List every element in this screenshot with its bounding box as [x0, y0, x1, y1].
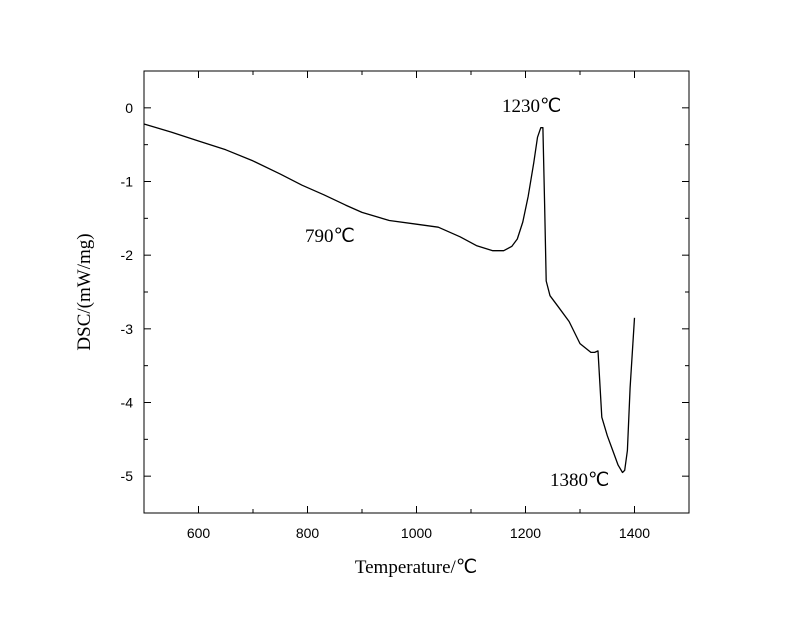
x-tick-label: 1000 [401, 525, 432, 541]
annotation-1230: 1230℃ [502, 96, 561, 117]
tick-labels: 600 800 1000 1200 1400 0 -1 -2 -3 -4 -5 [121, 100, 651, 541]
x-tick-label: 1400 [619, 525, 650, 541]
x-tick-label: 1200 [510, 525, 541, 541]
x-axis-title: Temperature/℃ [355, 557, 477, 578]
plot-frame [143, 70, 690, 514]
dsc-curve [143, 123, 636, 474]
y-tick-label: 0 [125, 100, 133, 116]
annotation-790: 790℃ [305, 226, 355, 247]
x-tick-label: 800 [296, 525, 320, 541]
y-tick-label: -3 [121, 321, 134, 337]
y-tick-label: -4 [121, 395, 134, 411]
annotation-1380: 1380℃ [550, 470, 609, 491]
y-tick-label: -5 [121, 468, 134, 484]
y-tick-label: -2 [121, 247, 134, 263]
y-tick-label: -1 [121, 174, 134, 190]
y-axis-title: DSC/(mW/mg) [74, 233, 95, 350]
x-tick-label: 600 [187, 525, 211, 541]
tick-marks [143, 70, 690, 514]
